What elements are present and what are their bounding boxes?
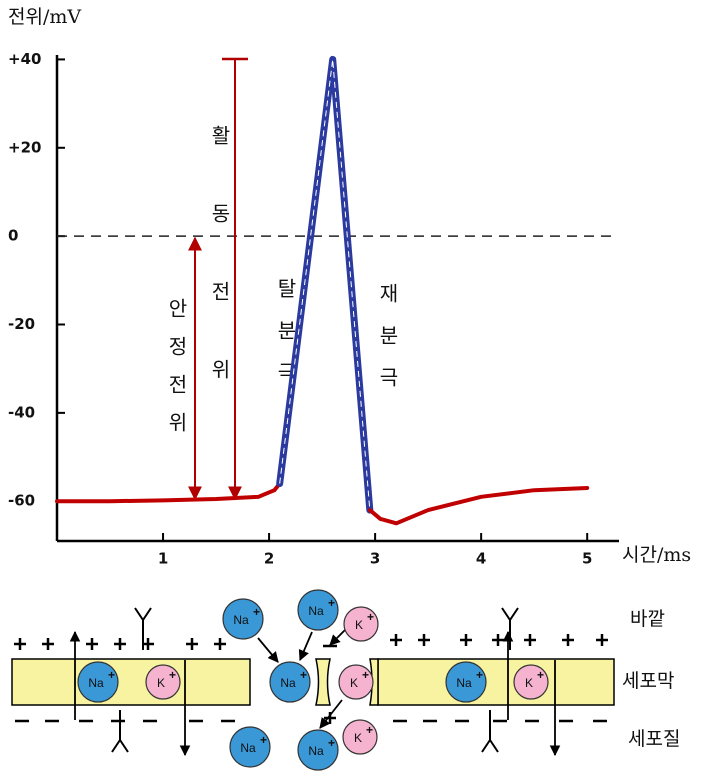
line <box>367 485 590 526</box>
k-ion <box>338 664 374 700</box>
membrane-fragment <box>315 658 331 706</box>
na-ion <box>297 729 339 771</box>
ion-arrow <box>329 629 346 646</box>
ion-label: K <box>354 731 362 745</box>
ion-label: Na <box>308 744 324 758</box>
ion-charge: + <box>253 605 260 619</box>
ion-label: Na <box>240 741 256 755</box>
channel <box>481 710 499 753</box>
channel <box>134 607 152 650</box>
na-ion <box>77 661 119 703</box>
ion-label: K <box>525 676 533 690</box>
y-tick-label: -20 <box>8 315 35 333</box>
line <box>55 481 282 504</box>
membrane-label: 세포막 <box>622 670 674 692</box>
k-ion <box>343 606 379 642</box>
y-tick-label: -60 <box>8 492 35 510</box>
y-tick-label: -40 <box>8 403 35 421</box>
x-tick-label: 3 <box>370 550 380 568</box>
ion-charge: + <box>328 596 335 610</box>
membrane-band <box>11 658 251 706</box>
na-ion <box>229 726 271 768</box>
ion-arrow <box>298 631 313 661</box>
k-ion <box>342 719 378 755</box>
y-axis-label: 전위/mV <box>8 6 81 28</box>
ion-label: K <box>157 676 165 690</box>
ion-label: Na <box>280 676 296 690</box>
x-tick-label: 4 <box>476 550 486 568</box>
ion-charge: + <box>537 668 544 682</box>
ion-label: Na <box>308 604 324 618</box>
ion-label: K <box>350 676 358 690</box>
y-tick-label: 0 <box>8 227 18 245</box>
y-tick-label: +20 <box>8 138 41 156</box>
channel <box>501 607 519 650</box>
ion-charge: + <box>300 668 307 682</box>
annotation: 재분극 <box>376 283 400 409</box>
line-highlight <box>279 59 371 511</box>
ion-charge: + <box>476 668 483 682</box>
ion-charge: + <box>108 668 115 682</box>
annotation: 안정전위 <box>165 298 189 450</box>
na-ion <box>445 661 487 703</box>
na-ion <box>297 589 339 631</box>
membrane-band <box>377 658 615 706</box>
ion-charge: + <box>367 610 374 624</box>
cytoplasm-label: 세포질 <box>628 728 680 750</box>
na-ion <box>222 598 264 640</box>
ion-label: Na <box>456 676 472 690</box>
ion-label: Na <box>233 613 249 627</box>
ion-charge: + <box>362 668 369 682</box>
outside-label: 바깥 <box>630 608 665 630</box>
membrane-fragment <box>369 658 379 706</box>
ion-arrow <box>319 699 343 729</box>
y-tick-label: +40 <box>8 50 41 68</box>
k-ion <box>145 664 181 700</box>
annotation: 활동전위 <box>208 125 232 437</box>
k-ion <box>513 664 549 700</box>
ion-charge: + <box>328 736 335 750</box>
x-tick-label: 5 <box>582 550 592 568</box>
ion-arrow <box>257 637 279 663</box>
ion-charge: + <box>260 733 267 747</box>
x-tick-label: 1 <box>158 550 168 568</box>
ion-charge: + <box>366 723 373 737</box>
x-axis-label: 시간/ms <box>622 544 691 566</box>
ion-label: K <box>355 618 363 632</box>
ion-label: Na <box>88 676 104 690</box>
na-ion <box>269 661 311 703</box>
channel <box>111 710 129 753</box>
ion-charge: + <box>169 668 176 682</box>
x-tick-label: 2 <box>264 550 274 568</box>
